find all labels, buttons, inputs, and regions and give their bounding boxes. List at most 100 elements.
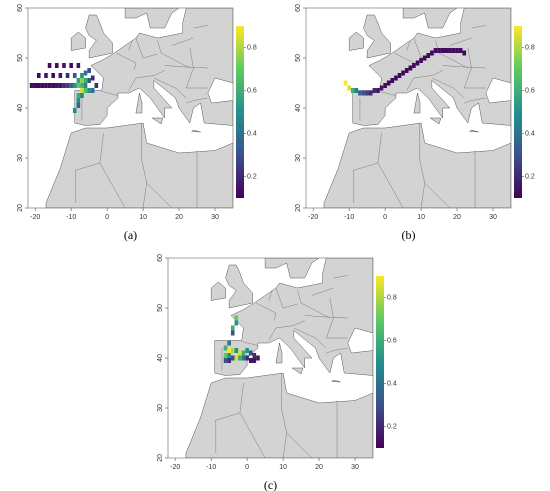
country-border (186, 97, 208, 104)
y-tick-label: 40 (17, 104, 24, 112)
land (348, 31, 364, 51)
grid-cell (36, 83, 41, 88)
grid-cell (350, 88, 355, 93)
grid-cell (76, 98, 81, 103)
x-tick-label: 0 (245, 464, 249, 471)
land (70, 31, 86, 51)
country-border (449, 37, 472, 46)
grid-cell (245, 355, 249, 361)
grid-cell (390, 78, 395, 83)
grid-cell (238, 355, 242, 361)
country-border (146, 182, 173, 208)
colorbar-tick-label: 0.2 (525, 173, 535, 180)
y-tick-label: 20 (17, 204, 24, 212)
colorbar-tick-label: 0.4 (387, 380, 397, 387)
land (330, 379, 341, 383)
colorbar-tick-label: 0.6 (525, 87, 535, 94)
country-border (128, 70, 165, 91)
land (185, 372, 373, 458)
grid-cell (51, 83, 55, 88)
x-tick-label: 20 (175, 214, 183, 221)
x-tick-label: 10 (279, 464, 287, 471)
grid-cell (83, 88, 88, 93)
country-border (153, 77, 187, 99)
y-tick-label: 40 (295, 104, 302, 112)
grid-cell (234, 320, 239, 326)
x-tick-label: -10 (344, 214, 354, 221)
grid-cell (444, 48, 449, 53)
grid-cell (361, 90, 366, 96)
x-tick-label: 10 (417, 214, 425, 221)
country-border (464, 97, 486, 104)
country-border (419, 123, 425, 208)
country-border (424, 182, 451, 208)
y-tick-label: 30 (157, 404, 164, 412)
grid-cell (40, 83, 45, 88)
country-border (377, 162, 404, 208)
land (210, 281, 226, 301)
grid-cell (36, 73, 41, 78)
grid-cell (72, 83, 77, 88)
map (323, 8, 511, 208)
grid-cell (365, 90, 369, 96)
x-tick-label: 20 (453, 214, 461, 221)
map (29, 8, 233, 208)
grid-cell (379, 85, 384, 91)
colorbar-tick-label: 0.2 (387, 423, 397, 430)
country-border (471, 25, 486, 29)
colorbar-tick-label: 0.6 (247, 87, 257, 94)
grid-cell (223, 358, 228, 363)
colorbar-tick-label: 0.4 (247, 130, 257, 137)
grid-cell (245, 348, 249, 353)
grid-cell (462, 50, 467, 56)
grid-cell (433, 48, 438, 53)
grid-cell (448, 48, 452, 53)
country-border (268, 290, 273, 301)
grid-cell (227, 353, 231, 358)
grid-cell (397, 73, 402, 78)
grid-cell (241, 355, 246, 361)
x-tick-label: 30 (351, 464, 359, 471)
grid-cell (227, 358, 231, 363)
grid-cell (227, 340, 231, 346)
x-tick-label: 0 (383, 214, 387, 221)
land (402, 8, 458, 29)
country-border (297, 290, 330, 319)
land (363, 14, 391, 59)
x-tick-label: 30 (489, 214, 497, 221)
country-border (164, 65, 208, 69)
grid-cell (440, 48, 445, 53)
y-tick-label: 20 (295, 204, 302, 212)
grid-cell (238, 350, 242, 356)
land (225, 264, 253, 309)
y-tick-label: 50 (17, 54, 24, 62)
x-tick-label: -10 (66, 214, 76, 221)
country-border (157, 40, 190, 69)
colorbar-tick-label: 0.4 (525, 130, 535, 137)
grid-cell (394, 75, 398, 81)
colorbar (236, 26, 244, 198)
x-tick-label: 30 (211, 214, 219, 221)
grid-cell (29, 83, 34, 88)
map (185, 258, 373, 458)
grid-cell (76, 93, 81, 98)
country-border (406, 70, 443, 91)
land (291, 367, 304, 375)
country-border (239, 412, 266, 458)
y-tick-label: 30 (295, 154, 302, 162)
colorbar-tick-label: 0.6 (387, 337, 397, 344)
grid-cell (76, 63, 81, 68)
map-panel: -20 -10 0 10 20 30 20 30 40 50 60 0.2 0.4 0.6 0.8 (a) (17, 4, 257, 242)
land (275, 342, 283, 364)
grid-cell (80, 78, 84, 83)
grid-cell (80, 73, 84, 78)
grid-cell (72, 73, 77, 78)
y-tick-label: 60 (17, 4, 24, 12)
y-tick-label: 20 (157, 454, 164, 462)
country-border (326, 347, 348, 354)
land (45, 122, 233, 208)
x-tick-label: -20 (30, 214, 40, 221)
x-tick-label: -20 (308, 214, 318, 221)
colorbar-tick-label: 0.8 (387, 294, 397, 301)
